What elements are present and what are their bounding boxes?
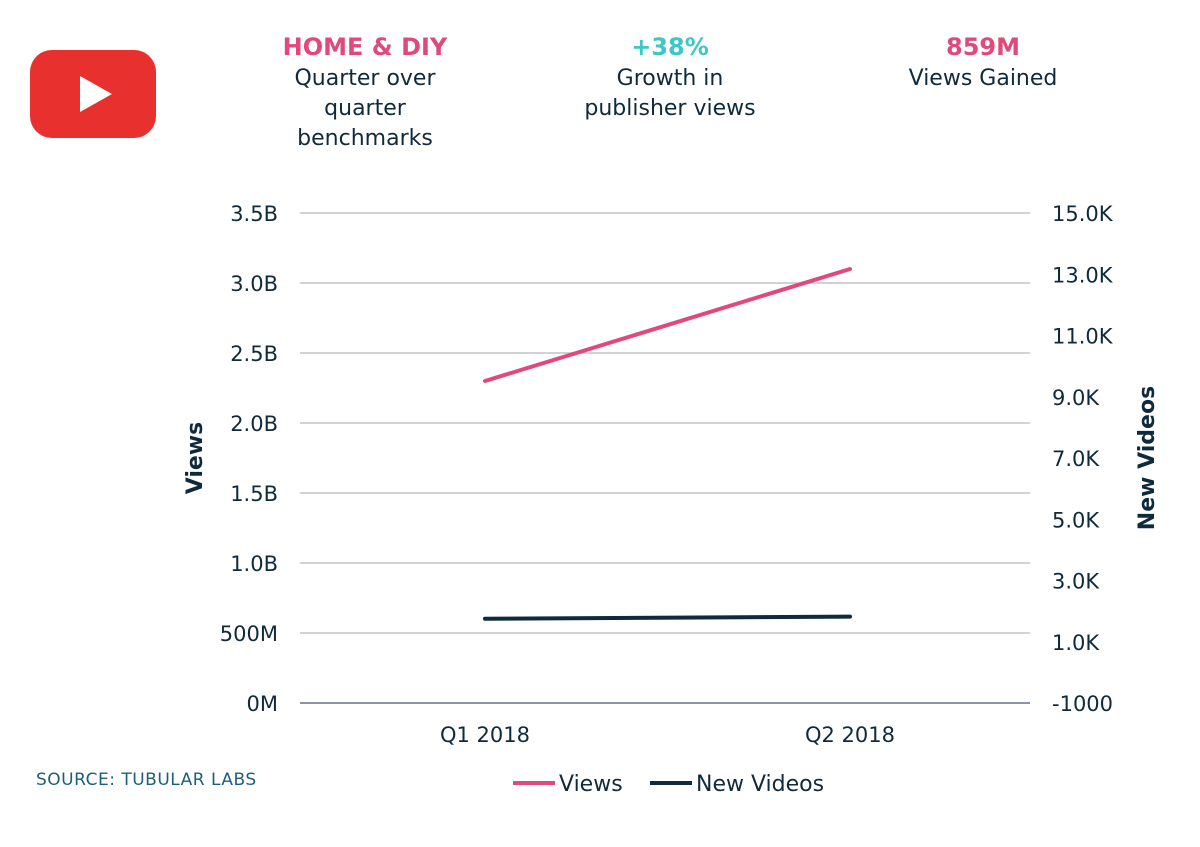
stat-category-sub: Quarter over quarter benchmarks [294, 66, 436, 151]
y-right-tick-label: 1.0K [1052, 631, 1100, 655]
stat-views-gained-sub: Views Gained [908, 66, 1058, 91]
x-tick-label: Q2 2018 [805, 723, 895, 747]
y-left-tick-label: 3.5B [230, 202, 278, 226]
data-point [849, 616, 851, 618]
y-left-tick-label: 2.5B [230, 342, 278, 366]
y-left-tick-label: 500M [220, 622, 278, 646]
y-right-tick-label: 5.0K [1052, 508, 1100, 532]
legend-label: Views [559, 772, 623, 797]
y-right-tick-label: 11.0K [1052, 325, 1114, 349]
play-triangle-icon [80, 76, 112, 112]
stat-category-head: HOME & DIY [282, 33, 448, 61]
source-note: SOURCE: TUBULAR LABS [36, 770, 257, 790]
data-point [849, 268, 851, 270]
y-left-tick-label: 2.0B [230, 412, 278, 436]
stat-growth: +38% Growth in publisher views [520, 30, 820, 124]
youtube-logo-icon [30, 50, 156, 138]
x-tick-label: Q1 2018 [440, 723, 530, 747]
series-line-views [483, 267, 852, 383]
y-right-axis-title: New Videos [1135, 386, 1160, 530]
stat-views-gained-head: 859M [946, 33, 1020, 61]
stat-growth-sub: Growth in publisher views [584, 66, 756, 121]
data-point [484, 618, 486, 620]
legend-label: New Videos [696, 772, 824, 797]
y-left-axis-title: Views [183, 422, 208, 495]
y-left-tick-label: 1.5B [230, 482, 278, 506]
y-left-tick-label: 1.0B [230, 552, 278, 576]
y-right-tick-label: 9.0K [1052, 386, 1100, 410]
stat-growth-head: +38% [631, 33, 709, 61]
y-right-tick-label: 13.0K [1052, 263, 1114, 287]
series-line-new-videos [483, 614, 852, 621]
stat-category: HOME & DIY Quarter over quarter benchmar… [215, 30, 515, 154]
y-left-tick-label: 0M [247, 692, 278, 716]
y-left-tick-label: 3.0B [230, 272, 278, 296]
y-right-tick-label: 15.0K [1052, 202, 1114, 226]
stat-views-gained: 859M Views Gained [833, 30, 1133, 94]
y-right-tick-label: -1000 [1052, 692, 1113, 716]
y-right-tick-label: 7.0K [1052, 447, 1100, 471]
y-right-tick-label: 3.0K [1052, 570, 1100, 594]
data-point [484, 380, 486, 382]
